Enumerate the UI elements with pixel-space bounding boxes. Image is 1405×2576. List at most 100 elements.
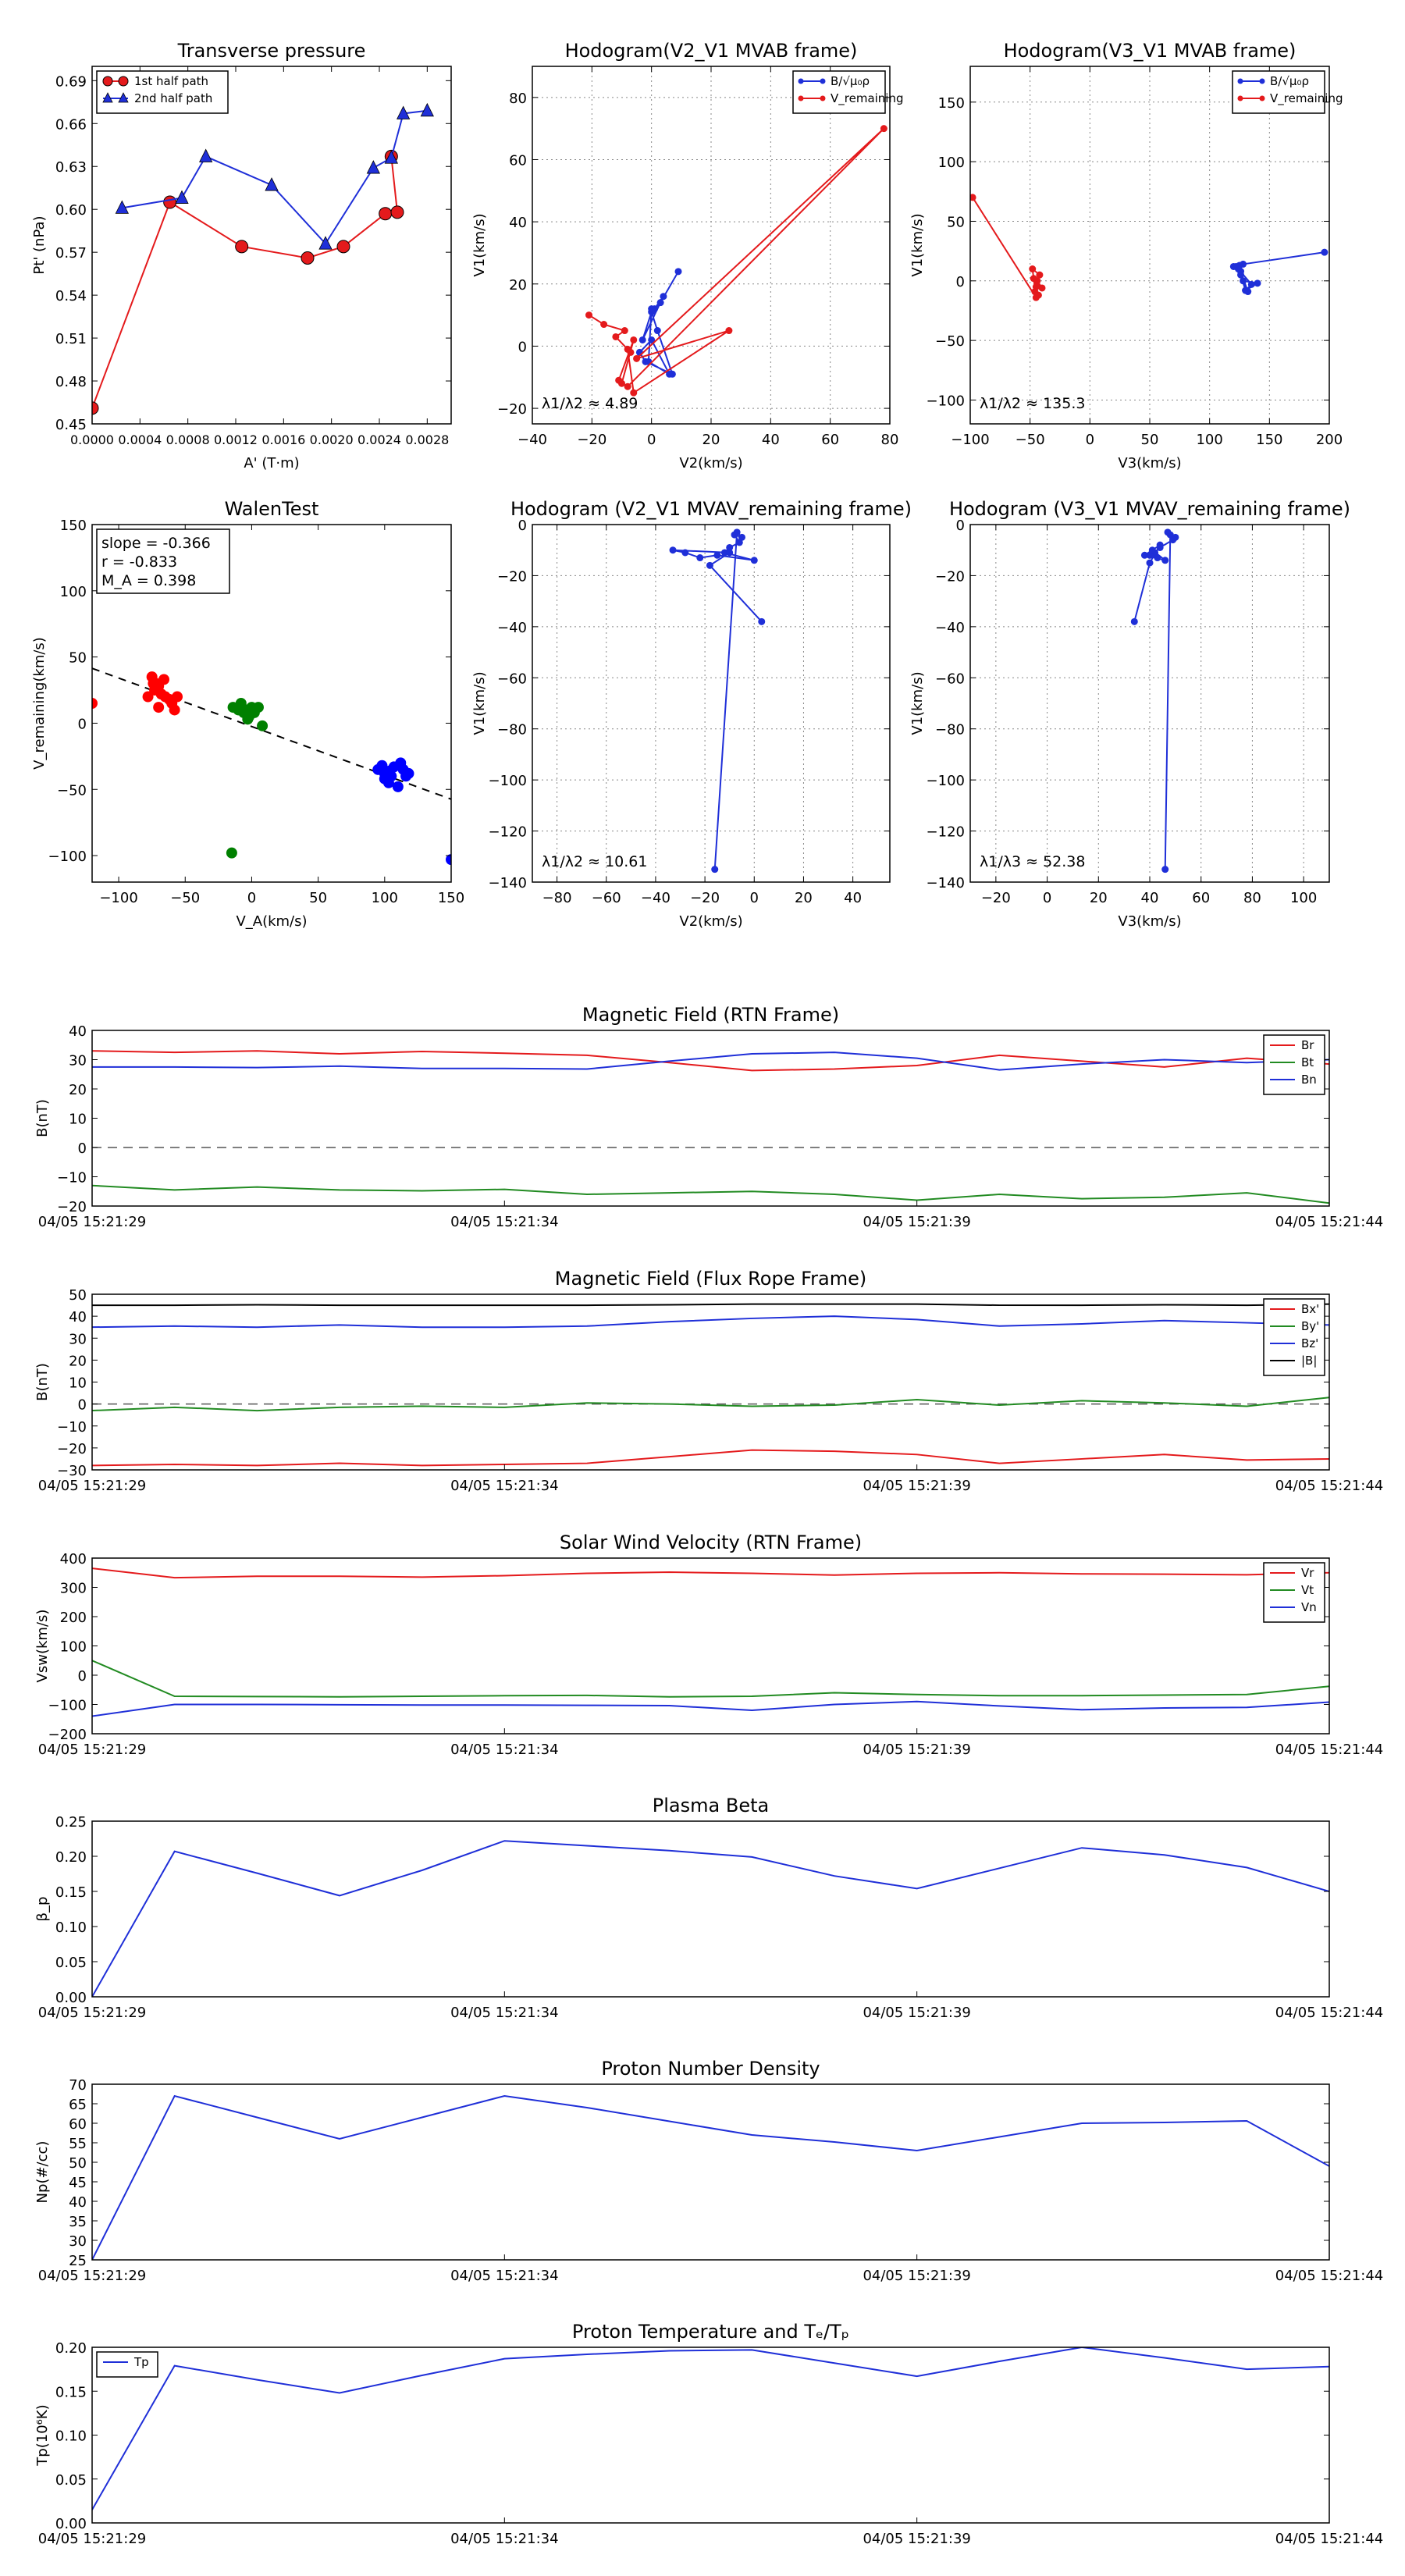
legend-label: 1st half path xyxy=(134,74,208,88)
y-tick-label: 80 xyxy=(509,91,527,107)
chart-title: Plasma Beta xyxy=(653,1795,769,1816)
legend-label: 2nd half path xyxy=(134,91,212,105)
legend: Br Bt Bn xyxy=(1263,1034,1325,1095)
x-tick-label: 20 xyxy=(795,890,813,906)
y-tick-label: 20 xyxy=(509,277,527,294)
legend-marker xyxy=(1237,95,1243,101)
series-line xyxy=(92,1567,1329,1579)
chart-title: WalenTest xyxy=(225,498,319,520)
eigen-ratio-label: λ1/λ3 ≈ 52.38 xyxy=(980,853,1085,870)
legend-label: Vr xyxy=(1301,1566,1314,1580)
data-point xyxy=(1032,283,1040,290)
y-tick-label: 10 xyxy=(69,1112,87,1128)
series-Bn xyxy=(92,1051,1329,1071)
y-tick-label: 40 xyxy=(509,215,527,231)
x-tick-label: −50 xyxy=(170,890,200,906)
data-point xyxy=(713,551,721,559)
data-point xyxy=(233,704,244,716)
x-tick-label: 04/05 15:21:34 xyxy=(450,1742,558,1758)
y-tick-label: 0.10 xyxy=(55,2428,87,2445)
x-tick-label: 04/05 15:21:44 xyxy=(1275,2268,1383,2284)
chart-bfield_fr: Magnetic Field (Flux Rope Frame) −30 −20 −1… xyxy=(34,1268,1383,1494)
plot-area xyxy=(970,194,1329,301)
y-tick-label: 400 xyxy=(60,1551,87,1567)
x-tick-label: 40 xyxy=(1141,890,1159,906)
plot-area xyxy=(92,1567,1329,1717)
y-tick-label: −100 xyxy=(489,773,527,789)
data-point xyxy=(151,683,163,695)
data-point xyxy=(585,311,593,319)
plot-area xyxy=(92,667,451,866)
x-tick-label: 04/05 15:21:44 xyxy=(1275,1742,1383,1758)
legend-label: Tp xyxy=(133,2355,149,2369)
data-point xyxy=(403,767,414,779)
x-tick-label: 0.0016 xyxy=(261,432,305,447)
x-tick-label: 04/05 15:21:34 xyxy=(450,2531,558,2547)
x-tick-label: 04/05 15:21:34 xyxy=(450,1478,558,1494)
data-point xyxy=(172,691,183,703)
x-tick-label: 0.0012 xyxy=(214,432,258,447)
data-point xyxy=(1242,286,1250,294)
y-tick-label: 200 xyxy=(60,1610,87,1626)
series-V_remaining xyxy=(970,194,1046,301)
data-point xyxy=(163,195,177,209)
eigen-ratio-label: λ1/λ2 ≈ 135.3 xyxy=(980,395,1085,412)
axes-frame xyxy=(91,524,452,883)
y-tick-label: 70 xyxy=(69,2077,87,2094)
x-tick-label: −40 xyxy=(518,432,547,448)
data-point xyxy=(621,327,628,335)
series-V_remaining xyxy=(585,125,887,397)
x-tick-label: 20 xyxy=(702,432,720,448)
y-tick-label: −40 xyxy=(497,620,527,636)
data-point xyxy=(880,125,887,133)
x-tick-label: 04/05 15:21:39 xyxy=(863,1742,970,1758)
legend-box xyxy=(1263,1298,1325,1376)
legend-box xyxy=(792,70,886,114)
data-point xyxy=(630,336,638,343)
data-point xyxy=(1140,551,1148,559)
y-tick-label: 35 xyxy=(69,2214,87,2230)
y-tick-label: 40 xyxy=(69,1023,87,1040)
y-tick-label: 0.00 xyxy=(55,2516,87,2532)
data-point xyxy=(318,236,333,250)
chart-temperature: Proton Temperature and Tₑ/Tₚ 0.00 0.05 0.10… xyxy=(34,2321,1383,2547)
data-point xyxy=(1161,866,1169,873)
legend-box xyxy=(1232,70,1325,114)
axes-frame xyxy=(532,524,891,883)
chart-transverse: Transverse pressure 0.45 0.48 0.51 0.54 0.57 0… xyxy=(31,40,452,471)
series-Bt xyxy=(92,1184,1329,1204)
legend-box xyxy=(96,70,229,114)
y-tick-label: 65 xyxy=(69,2097,87,2113)
legend-label: Bn xyxy=(1301,1073,1317,1087)
data-point xyxy=(1030,275,1037,283)
y-tick-label: −20 xyxy=(497,401,527,418)
y-tick-label: 0.05 xyxy=(55,2472,87,2489)
legend-label: B/√μ₀ρ xyxy=(1270,74,1309,88)
data-point xyxy=(115,200,129,214)
chart-title: Solar Wind Velocity (RTN Frame) xyxy=(560,1532,862,1553)
y-tick-label: 0 xyxy=(78,716,87,732)
legend-label: B/√μ₀ρ xyxy=(831,74,870,88)
y-tick-label: 60 xyxy=(69,2116,87,2133)
y-axis-label: V1(km/s) xyxy=(909,671,926,735)
x-tick-label: 40 xyxy=(844,890,862,906)
y-tick-label: 50 xyxy=(69,2155,87,2172)
data-point xyxy=(750,557,758,564)
x-tick-label: 04/05 15:21:29 xyxy=(38,1214,146,1230)
y-tick-label: 100 xyxy=(60,584,87,600)
data-point xyxy=(1036,271,1044,279)
legend-marker xyxy=(820,95,826,101)
data-point xyxy=(252,702,264,713)
y-tick-label: −20 xyxy=(497,568,527,585)
legend: Vr Vt Vn xyxy=(1263,1562,1325,1623)
x-axis-label: V3(km/s) xyxy=(1118,455,1181,471)
plot-area xyxy=(585,125,887,397)
data-point xyxy=(696,554,704,562)
legend-marker xyxy=(102,92,113,103)
y-tick-label: −100 xyxy=(48,849,87,865)
series-line xyxy=(92,1315,1329,1329)
data-point xyxy=(1169,536,1177,544)
x-tick-label: 40 xyxy=(762,432,780,448)
y-tick-label: 0.57 xyxy=(55,245,87,262)
data-point xyxy=(1156,541,1164,549)
